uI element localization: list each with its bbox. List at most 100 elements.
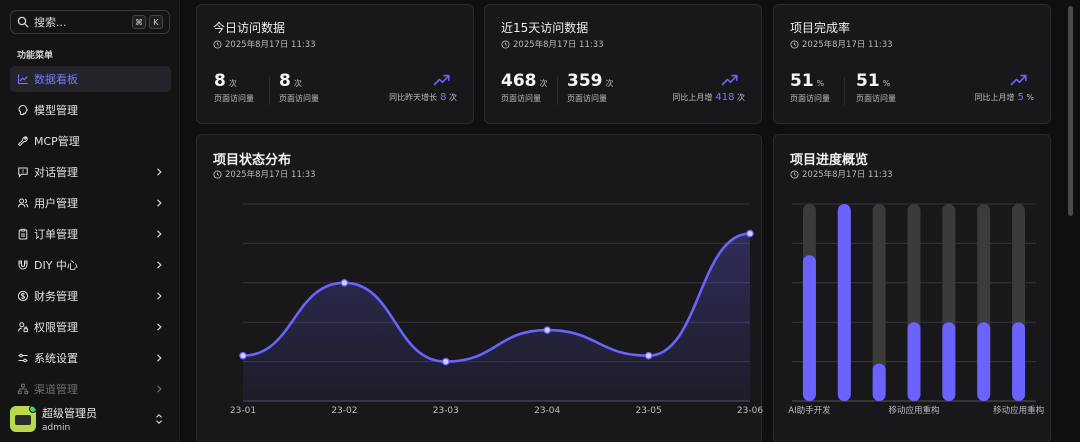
stat-value: 359 (567, 71, 603, 91)
bar (872, 363, 886, 401)
dollar-icon (17, 290, 29, 302)
sidebar: 搜索... ⌘ K 功能菜单 数据看板 模型管理 MCP管理 对话管理 (0, 0, 180, 442)
sidebar-item-orders[interactable]: 订单管理 (10, 221, 171, 247)
progress-bar-chart: AI助手开发 移动应用重构 移动应用重构 (788, 203, 1044, 416)
stat-label: 页面访问量 (279, 94, 319, 103)
sidebar-item-label: 权限管理 (34, 321, 78, 334)
clipboard-icon (18, 228, 28, 240)
project-progress-card: 项目进度概览 2025年8月17日 11:33 AI助手开发 移动应用重构 移动应用… (773, 134, 1051, 442)
sidebar-item-mcp[interactable]: MCP管理 (10, 128, 171, 154)
data-point (746, 229, 754, 238)
bar (802, 255, 816, 401)
bar-track (872, 204, 886, 401)
chevron-right-icon (157, 354, 162, 362)
chevron-right-icon (157, 261, 162, 269)
bar (907, 322, 921, 401)
card-date: 2025年8月17日 11:33 (790, 168, 893, 180)
series-area (243, 233, 750, 401)
user-role: admin (42, 423, 71, 433)
stat-primary: 51% 页面访问量 (790, 71, 830, 104)
card-date: 2025年8月17日 11:33 (501, 38, 604, 50)
bar (1012, 322, 1026, 401)
bar (977, 322, 991, 401)
menu-section-title: 功能菜单 (17, 51, 54, 61)
user-info: 超级管理员 admin (42, 405, 97, 433)
chevron-right-icon (157, 385, 162, 393)
shortcut-mod-key: ⌘ (132, 15, 146, 29)
users-icon (17, 198, 29, 208)
sidebar-item-conversations[interactable]: 对话管理 (10, 159, 171, 185)
chevron-right-icon (157, 323, 162, 331)
card-date: 2025年8月17日 11:33 (213, 38, 316, 50)
stat-value: 8 (279, 71, 291, 91)
x-tick-label: 23-05 (636, 406, 662, 416)
sidebar-item-label: 对话管理 (34, 166, 78, 179)
card-date-text: 2025年8月17日 11:33 (225, 170, 316, 180)
sidebar-item-finance[interactable]: 财务管理 (10, 283, 171, 309)
stat-divider (269, 77, 270, 105)
sidebar-menu: 数据看板 模型管理 MCP管理 对话管理 用户管理 订 (10, 66, 171, 407)
search-input[interactable]: 搜索... ⌘ K (10, 10, 170, 34)
stat-value: 51 (790, 71, 814, 91)
stat-value: 51 (856, 71, 880, 91)
bar (942, 322, 956, 401)
magnet-icon (18, 260, 28, 270)
completion-rate-card: 项目完成率 2025年8月17日 11:33 51% 页面访问量 51% 页面访… (773, 4, 1051, 124)
shortcut-k-key: K (149, 15, 163, 29)
card-date: 2025年8月17日 11:33 (213, 168, 316, 180)
sidebar-item-dashboard[interactable]: 数据看板 (10, 66, 171, 92)
sidebar-item-label: 模型管理 (34, 104, 78, 117)
trend-indicator: 同比上月增 418 次 (672, 73, 745, 103)
trend-text: 同比上月增 (672, 93, 713, 102)
data-point (644, 351, 653, 360)
series-line (242, 232, 751, 363)
message-icon (18, 167, 28, 178)
sidebar-item-users[interactable]: 用户管理 (10, 190, 171, 216)
clock-icon (213, 39, 222, 49)
avatar-face (15, 415, 31, 425)
sidebar-item-channels[interactable]: 渠道管理 (10, 376, 171, 402)
sliders-icon (18, 353, 28, 363)
stat-value: 468 (501, 71, 537, 91)
data-point (340, 279, 349, 287)
status-line-chart: 23-01 23-02 23-03 23-04 23-05 23-06 (230, 203, 763, 416)
bar (837, 204, 851, 401)
clock-icon (790, 169, 799, 179)
data-point (543, 326, 552, 334)
card-date-text: 2025年8月17日 11:33 (513, 40, 604, 50)
x-tick-label: 23-03 (433, 406, 459, 416)
sidebar-item-models[interactable]: 模型管理 (10, 97, 171, 123)
sidebar-item-label: 系统设置 (34, 352, 78, 365)
stat-label: 页面访问量 (790, 94, 830, 103)
sidebar-item-label: 财务管理 (34, 290, 78, 303)
card-title: 项目完成率 (790, 21, 851, 35)
sidebar-item-permissions[interactable]: 权限管理 (10, 314, 171, 340)
trending-up-icon (1010, 74, 1027, 86)
x-tick-label: 23-04 (534, 406, 560, 416)
stat-unit: % (882, 79, 891, 88)
x-tick-label: 移动应用重构 (993, 405, 1044, 416)
trend-unit: 次 (449, 93, 457, 102)
trend-unit: 次 (737, 93, 745, 102)
trend-text: 同比昨天增长 (389, 93, 438, 102)
trend-indicator: 同比昨天增长 8 次 (389, 73, 457, 103)
card-title: 今日访问数据 (213, 21, 286, 35)
user-profile-switcher[interactable]: 超级管理员 admin (10, 404, 170, 434)
vertical-scrollbar[interactable] (1068, 6, 1073, 216)
trend-indicator: 同比上月增 5 % (974, 73, 1034, 103)
x-tick-label: 移动应用重构 (888, 405, 939, 416)
brain-icon (18, 104, 29, 115)
stat-unit: % (816, 79, 825, 88)
trend-value: 5 (1017, 92, 1024, 103)
sidebar-item-diy[interactable]: DIY 中心 (10, 252, 171, 278)
x-tick-label: 23-06 (737, 406, 763, 416)
stat-unit: 次 (293, 79, 302, 88)
trending-up-icon (433, 74, 450, 86)
stat-label: 页面访问量 (501, 94, 541, 103)
card-title: 近15天访问数据 (501, 21, 589, 35)
stat-secondary: 51% 页面访问量 (856, 71, 896, 104)
sidebar-item-settings[interactable]: 系统设置 (10, 345, 171, 371)
